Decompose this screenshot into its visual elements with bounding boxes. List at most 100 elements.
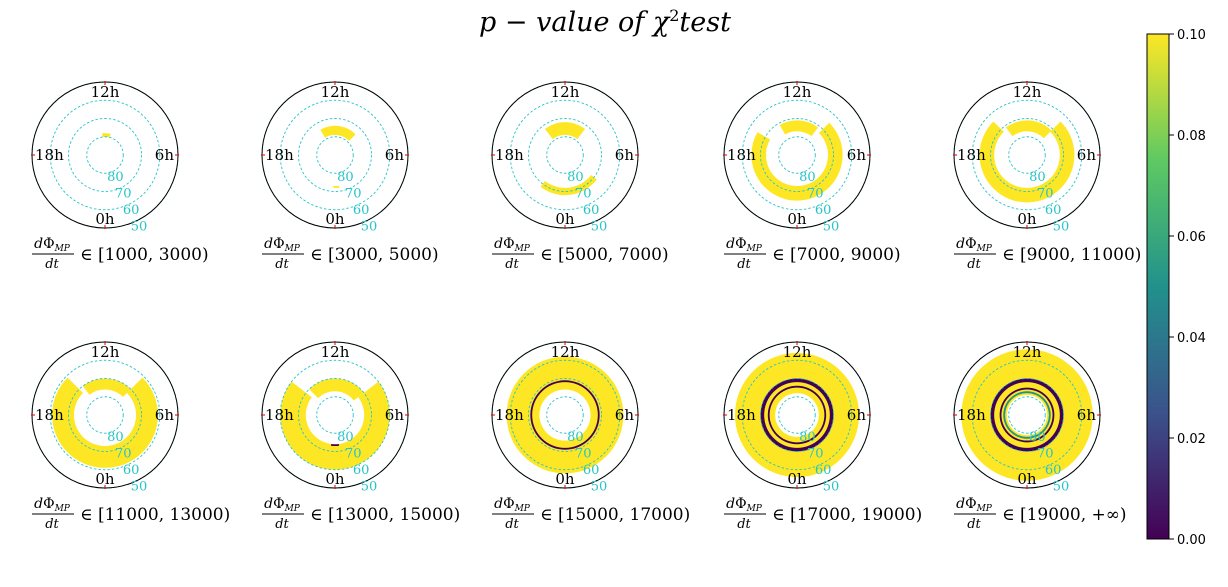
latitude-ring — [971, 359, 1083, 471]
latitude-label: 60 — [1045, 203, 1062, 218]
latitude-label: 70 — [1037, 446, 1054, 461]
latitude-label: 60 — [583, 203, 600, 218]
p-value-region — [779, 120, 819, 137]
latitude-label: 50 — [1053, 479, 1070, 494]
colorbar-tick-label: 0.00 — [1177, 533, 1206, 548]
latitude-label: 70 — [575, 446, 592, 461]
latitude-label: 60 — [353, 203, 370, 218]
label-range: ∈ [9000, 11000) — [1002, 245, 1141, 265]
latitude-label: 50 — [131, 479, 148, 494]
clock-label: 18h — [495, 146, 524, 164]
latitude-label: 80 — [567, 170, 584, 185]
clock-label: 0h — [787, 210, 807, 228]
clock-label: 0h — [95, 470, 115, 488]
clock-label: 12h — [551, 83, 580, 101]
latitude-label: 80 — [1029, 170, 1046, 185]
latitude-ring — [49, 99, 161, 211]
p-value-region — [961, 349, 1093, 481]
latitude-ring — [49, 359, 161, 471]
latitude-label: 70 — [807, 446, 824, 461]
clock-label: 0h — [325, 470, 345, 488]
p-value-region — [530, 380, 600, 450]
clock-label: 18h — [265, 146, 294, 164]
p-value-region — [309, 378, 364, 401]
colorbar-tick-label: 0.10 — [1177, 28, 1206, 43]
latitude-label: 60 — [123, 203, 140, 218]
label-denominator: dt — [505, 517, 519, 532]
p-value-region — [999, 387, 1055, 443]
clock-label: 12h — [321, 83, 350, 101]
label-numerator: dΦMP — [956, 496, 993, 514]
p-value-region — [102, 133, 111, 138]
label-numerator: dΦMP — [34, 236, 71, 254]
clock-label: 0h — [95, 210, 115, 228]
clock-label: 12h — [783, 343, 812, 361]
latitude-label: 70 — [575, 186, 592, 201]
latitude-ring — [990, 378, 1064, 452]
clock-label: 12h — [1013, 343, 1042, 361]
latitude-label: 60 — [353, 463, 370, 478]
label-numerator: dΦMP — [264, 496, 301, 514]
latitude-label: 50 — [131, 219, 148, 234]
p-value-region — [979, 121, 1075, 203]
latitude-ring — [316, 136, 354, 174]
label-range: ∈ [19000, +∞) — [1002, 505, 1127, 525]
latitude-label: 80 — [799, 170, 816, 185]
latitude-ring — [528, 118, 602, 192]
p-value-region — [751, 122, 843, 201]
latitude-label: 80 — [799, 430, 816, 445]
clock-label: 18h — [495, 406, 524, 424]
p-value-region — [333, 185, 340, 188]
label-denominator: dt — [737, 257, 751, 272]
clock-label: 6h — [1077, 146, 1097, 164]
clock-label: 18h — [957, 146, 986, 164]
latitude-ring — [1008, 396, 1046, 434]
label-range: ∈ [15000, 17000) — [540, 505, 690, 525]
label-denominator: dt — [967, 257, 981, 272]
latitude-ring — [778, 136, 816, 174]
p-value-region — [767, 385, 827, 445]
clock-label: 6h — [847, 406, 867, 424]
latitude-label: 60 — [583, 463, 600, 478]
p-value-region — [1005, 120, 1052, 139]
latitude-ring — [509, 99, 621, 211]
latitude-ring — [298, 118, 372, 192]
latitude-ring — [741, 359, 853, 471]
clock-label: 12h — [783, 83, 812, 101]
latitude-ring — [741, 99, 853, 211]
p-value-region — [280, 381, 390, 470]
latitude-ring — [279, 359, 391, 471]
label-range: ∈ [11000, 13000) — [80, 505, 230, 525]
clock-label: 6h — [385, 146, 405, 164]
latitude-ring — [528, 378, 602, 452]
latitude-ring — [316, 396, 354, 434]
chart-title: p − value of χ2test — [440, 6, 770, 38]
clock-label: 18h — [727, 146, 756, 164]
clock-label: 6h — [385, 406, 405, 424]
clock-label: 18h — [727, 406, 756, 424]
p-value-region — [506, 356, 624, 474]
clock-label: 18h — [957, 406, 986, 424]
label-range: ∈ [17000, 19000) — [772, 505, 922, 525]
clock-label: 12h — [91, 83, 120, 101]
colorbar: 0.00 0.02 0.04 0.06 0.08 0.10 — [1146, 28, 1206, 548]
clock-label: 6h — [155, 406, 175, 424]
clock-label: 0h — [555, 470, 575, 488]
colorbar-tick-label: 0.08 — [1177, 129, 1206, 144]
label-denominator: dt — [505, 257, 519, 272]
latitude-label: 80 — [107, 170, 124, 185]
clock-label: 12h — [321, 343, 350, 361]
latitude-label: 80 — [1029, 430, 1046, 445]
clock-label: 0h — [1017, 210, 1037, 228]
latitude-label: 60 — [123, 463, 140, 478]
latitude-ring — [1008, 136, 1046, 174]
label-numerator: dΦMP — [494, 496, 531, 514]
